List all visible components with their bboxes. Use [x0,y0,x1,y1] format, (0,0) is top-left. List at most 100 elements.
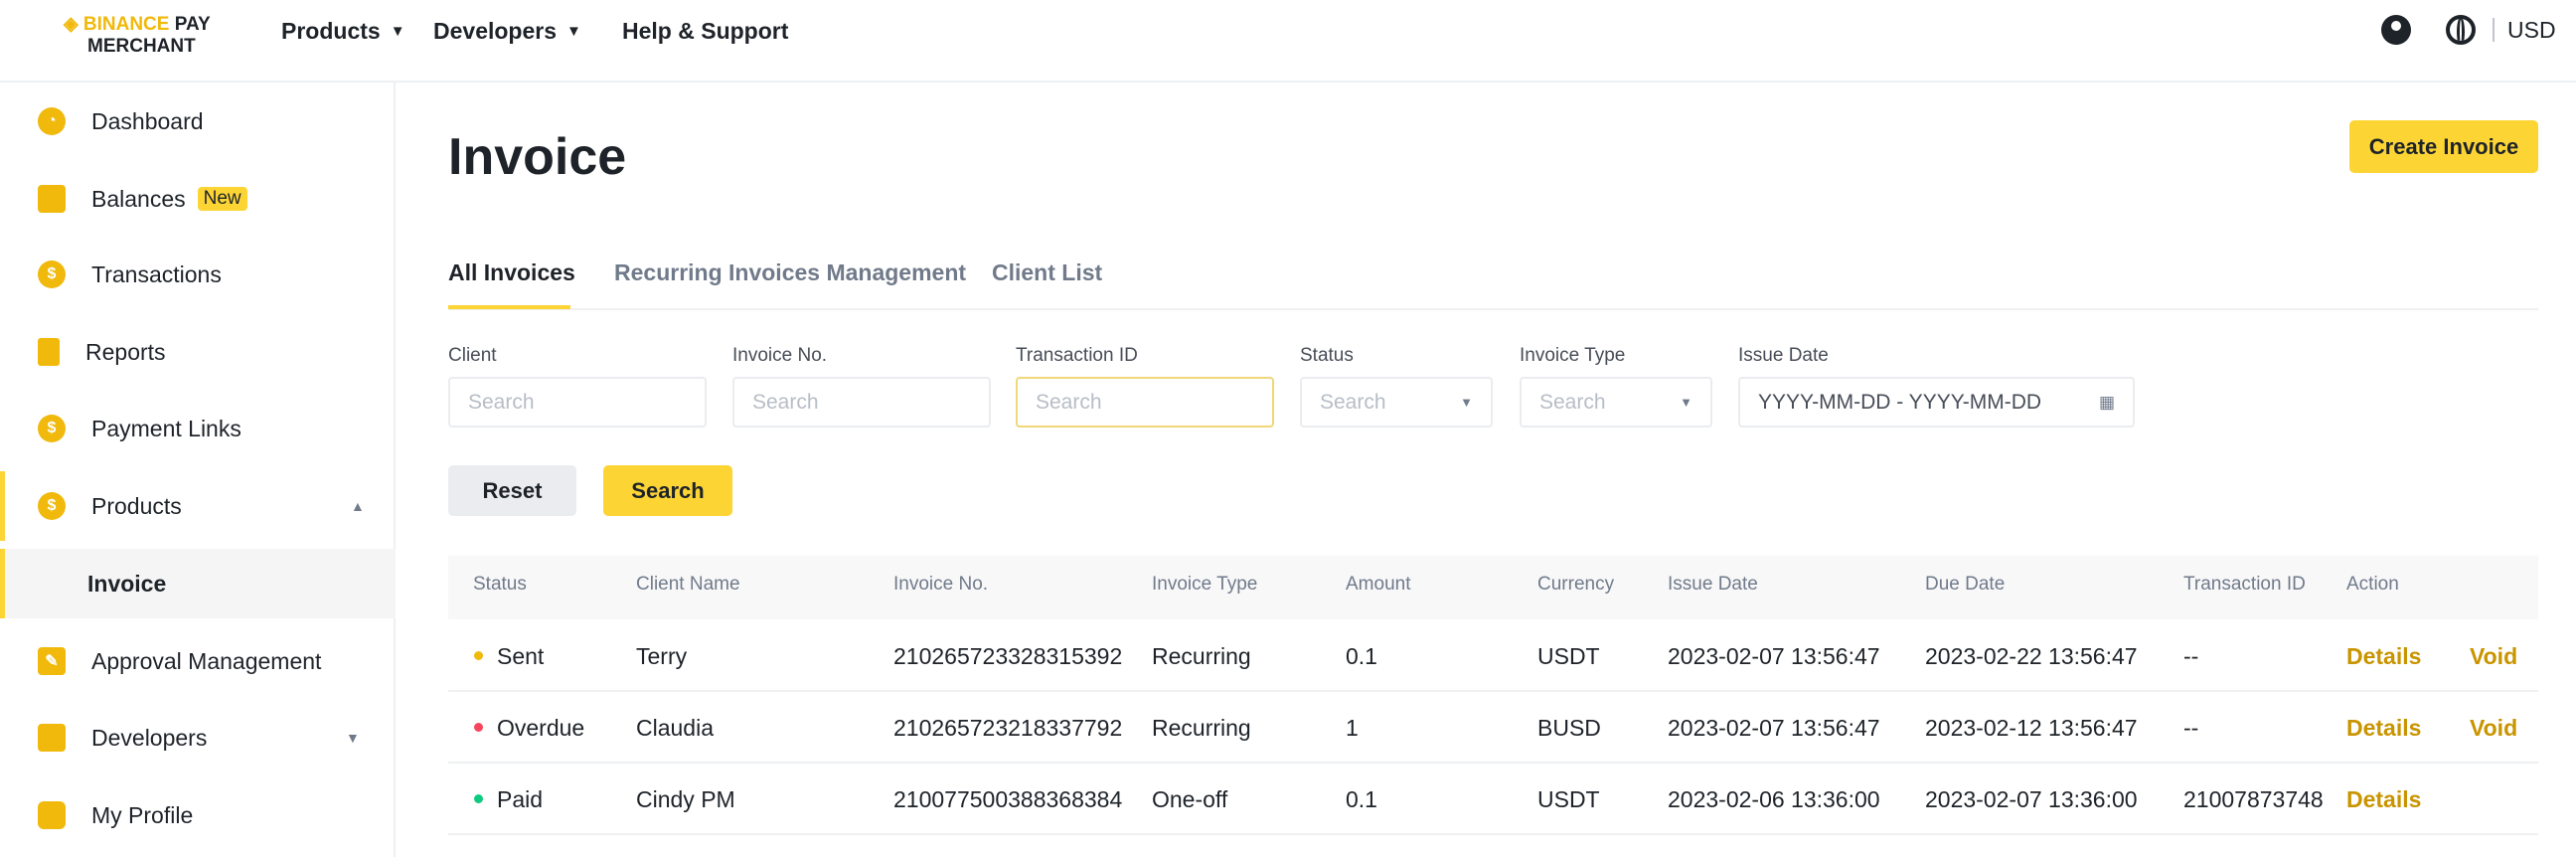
transaction-id-search-input[interactable]: Search [1016,377,1274,428]
tab-recurring-invoices-management[interactable]: Recurring Invoices Management [614,259,967,285]
table-row [448,619,2538,692]
issue-date-range-input[interactable]: YYYY-MM-DD - YYYY-MM-DD ▦ [1738,377,2135,428]
active-tab-indicator [448,305,570,309]
details-link[interactable]: Details [2346,786,2422,812]
client-search-input[interactable]: Search [448,377,707,428]
cell-amount: 0.1 [1346,643,1377,669]
logo-diamond-icon: ◈ [64,14,83,35]
currency-selector[interactable]: USD [2507,17,2556,43]
col-due-date: Due Date [1925,574,2006,595]
profile-icon [38,801,66,829]
sidebar-item-reports[interactable]: Reports [0,317,396,387]
reset-button[interactable]: Reset [448,465,576,516]
sidebar: ◔ Dashboard Balances New $ Transactions Rep… [0,83,396,857]
invoice-no-search-input[interactable]: Search [732,377,991,428]
sidebar-item-payment-links[interactable]: $ Payment Links [0,394,396,463]
nav-developers[interactable]: Developers ▼ [433,18,581,44]
cell-currency: USDT [1537,643,1600,669]
void-link[interactable]: Void [2470,715,2518,741]
sidebar-item-my-profile[interactable]: My Profile [0,780,396,850]
cell-due: 2023-02-07 13:36:00 [1925,786,2138,812]
cell-invoice-no: 210077500388368384 [893,786,1123,812]
cell-type: Recurring [1152,643,1251,669]
sidebar-item-invoice[interactable]: Invoice [0,549,396,618]
cell-client: Terry [636,643,688,669]
cell-client: Cindy PM [636,786,735,812]
status-dot-icon [474,651,483,660]
caret-down-icon: ▼ [1680,395,1692,410]
globe-icon[interactable] [2446,15,2476,45]
cell-type: Recurring [1152,715,1251,741]
status-select[interactable]: Search ▼ [1300,377,1493,428]
logo[interactable]: ◈ BINANCE PAY MERCHANT [64,14,211,57]
invoice-type-select[interactable]: Search ▼ [1520,377,1712,428]
status-dot-icon [474,723,483,732]
col-status: Status [473,574,527,595]
tab-all-invoices[interactable]: All Invoices [448,259,575,285]
create-invoice-button[interactable]: Create Invoice [2349,120,2538,173]
sidebar-item-transactions[interactable]: $ Transactions [0,240,396,309]
tabs-divider [448,308,2538,310]
cell-invoice-no: 210265723328315392 [893,643,1123,669]
page-title: Invoice [448,128,627,186]
dollar-icon: $ [38,492,66,520]
sidebar-item-balances[interactable]: Balances New [0,164,396,234]
caret-down-icon: ▼ [1460,395,1473,410]
cell-invoice-no: 210265723218337792 [893,715,1123,741]
col-currency: Currency [1537,574,1615,595]
sidebar-item-dashboard[interactable]: ◔ Dashboard [0,86,396,156]
top-bar: ◈ BINANCE PAY MERCHANT Products ▼ Develop… [0,0,2576,83]
plug-icon [38,724,66,752]
sidebar-item-products[interactable]: $ Products ▲ [0,471,396,541]
caret-down-icon: ▼ [566,23,581,40]
void-link[interactable]: Void [2470,643,2518,669]
cell-status: Sent [497,643,545,669]
cell-issue: 2023-02-07 13:56:47 [1668,715,1880,741]
col-transaction-id: Transaction ID [2183,574,2306,595]
transaction-id-label: Transaction ID [1016,345,1138,366]
col-invoice-type: Invoice Type [1152,574,1258,595]
table-row [448,763,2538,835]
cell-due: 2023-02-12 13:56:47 [1925,715,2138,741]
client-label: Client [448,345,497,366]
cell-amount: 0.1 [1346,786,1377,812]
pie-chart-icon: ◔ [38,107,66,135]
wallet-icon [38,185,66,213]
new-badge: New [197,187,247,211]
transactions-icon: $ [38,260,66,288]
cell-amount: 1 [1346,715,1359,741]
invoice-type-label: Invoice Type [1520,345,1626,366]
table-row [448,691,2538,764]
cell-due: 2023-02-22 13:56:47 [1925,643,2138,669]
calendar-icon: ▦ [2098,392,2115,412]
col-invoice-no: Invoice No. [893,574,989,595]
details-link[interactable]: Details [2346,715,2422,741]
user-icon[interactable] [2381,15,2411,45]
search-button[interactable]: Search [603,465,732,516]
clipboard-icon [38,338,60,366]
edit-icon: ✎ [38,647,66,675]
nav-help-support[interactable]: Help & Support [622,18,789,44]
sidebar-item-approval-management[interactable]: ✎ Approval Management [0,626,396,696]
cell-txid: 21007873748 [2183,786,2324,812]
issue-date-label: Issue Date [1738,345,1829,366]
sidebar-item-developers[interactable]: Developers ▼ [0,703,396,772]
cell-currency: USDT [1537,786,1600,812]
cell-currency: BUSD [1537,715,1601,741]
cell-status: Overdue [497,715,585,741]
dollar-icon: $ [38,415,66,442]
cell-status: Paid [497,786,544,812]
caret-down-icon: ▼ [390,23,405,40]
caret-down-icon: ▼ [346,730,360,746]
cell-client: Claudia [636,715,714,741]
caret-up-icon: ▲ [351,498,365,514]
cell-txid: -- [2183,643,2199,669]
col-issue-date: Issue Date [1668,574,1758,595]
cell-txid: -- [2183,715,2199,741]
status-dot-icon [474,794,483,803]
divider [2493,18,2495,42]
nav-products[interactable]: Products ▼ [281,18,405,44]
details-link[interactable]: Details [2346,643,2422,669]
col-amount: Amount [1346,574,1411,595]
tab-client-list[interactable]: Client List [992,259,1103,285]
